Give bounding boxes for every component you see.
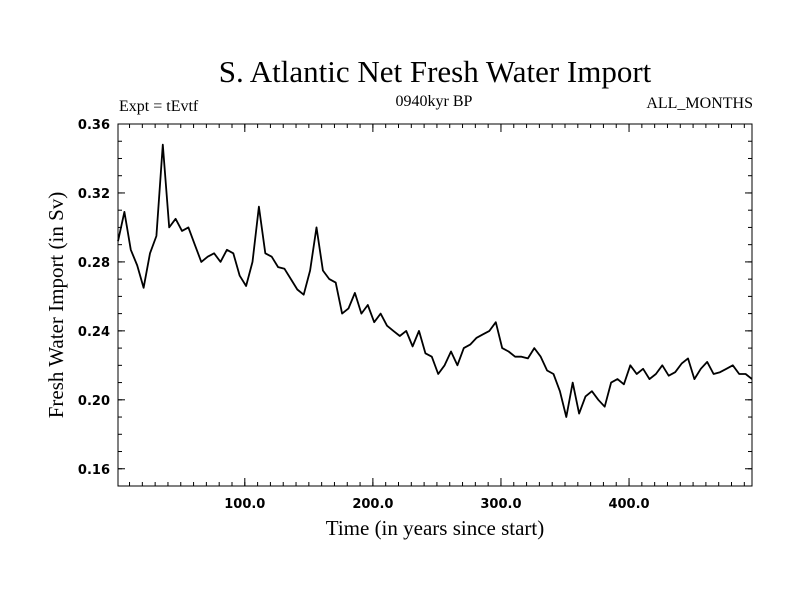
x-axis-label: Time (in years since start) (326, 516, 545, 540)
y-tick-label: 0.36 (78, 118, 110, 133)
x-tick-label: 200.0 (352, 497, 393, 512)
y-tick-label: 0.20 (78, 394, 110, 409)
x-axis: 100.0 200.0 300.0 400.0 (129, 124, 745, 512)
x-tick-label: 300.0 (480, 497, 521, 512)
data-series-line (117, 143, 753, 418)
plot-frame (117, 123, 753, 487)
y-axis: 0.16 0.20 0.24 0.28 0.32 0.36 (78, 118, 752, 487)
y-axis-label: Fresh Water Import (in Sv) (44, 192, 68, 419)
y-tick-label: 0.28 (78, 256, 110, 271)
x-tick-label: 100.0 (224, 497, 265, 512)
x-tick-label: 400.0 (608, 497, 649, 512)
experiment-label: Expt = tEvtf (119, 98, 199, 115)
months-label: ALL_MONTHS (646, 95, 753, 112)
y-tick-label: 0.16 (78, 463, 110, 478)
chart-title: S. Atlantic Net Fresh Water Import (219, 54, 652, 89)
y-tick-label: 0.24 (78, 325, 110, 340)
y-tick-label: 0.32 (78, 187, 110, 202)
period-label: 0940kyr BP (396, 93, 473, 110)
